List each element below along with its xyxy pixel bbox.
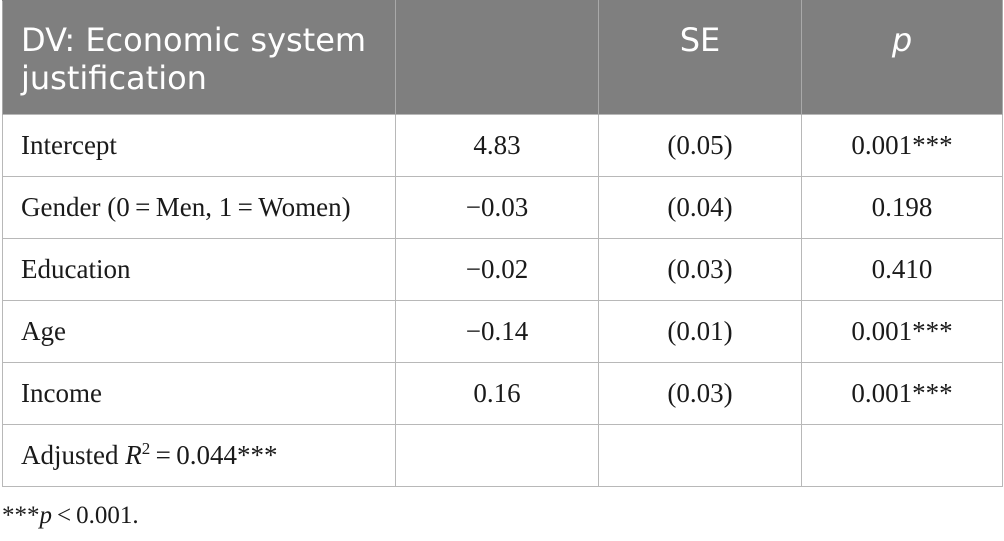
adjusted-r2-prefix: Adjusted <box>21 440 126 470</box>
row-p: 0.198 <box>801 176 1003 239</box>
empty-cell <box>801 424 1003 487</box>
row-label: Age <box>2 300 396 363</box>
row-p: 0.001*** <box>801 114 1003 177</box>
row-coefficient: −0.14 <box>395 300 599 363</box>
row-p: 0.001*** <box>801 300 1003 363</box>
row-se: (0.05) <box>598 114 802 177</box>
row-coefficient: 4.83 <box>395 114 599 177</box>
row-se: (0.03) <box>598 238 802 301</box>
empty-cell <box>395 424 599 487</box>
adjusted-r2-value: = 0.044*** <box>150 440 278 470</box>
footnote-p-variable: p <box>39 502 53 529</box>
row-coefficient: −0.02 <box>395 238 599 301</box>
row-label: Intercept <box>2 114 396 177</box>
table-row: Income 0.16 (0.03) 0.001*** <box>2 362 1003 425</box>
row-se: (0.03) <box>598 362 802 425</box>
table-row: Intercept 4.83 (0.05) 0.001*** <box>2 114 1003 177</box>
row-p: 0.001*** <box>801 362 1003 425</box>
header-coefficient <box>395 0 599 115</box>
adjusted-r2-cell: Adjusted R2 = 0.044*** <box>2 424 396 487</box>
r-superscript: 2 <box>141 439 151 458</box>
row-se: (0.04) <box>598 176 802 239</box>
table-body: Intercept 4.83 (0.05) 0.001*** Gender (0… <box>2 114 1003 487</box>
row-label: Gender (0 = Men, 1 = Women) <box>2 176 396 239</box>
header-dv: DV: Economic system justification <box>2 0 396 115</box>
table-row: Education −0.02 (0.03) 0.410 <box>2 238 1003 301</box>
r-variable: R <box>125 440 142 470</box>
table-header: DV: Economic system justification SE p <box>2 0 1003 115</box>
regression-table: DV: Economic system justification SE p I… <box>2 0 1003 487</box>
empty-cell <box>598 424 802 487</box>
row-label: Education <box>2 238 396 301</box>
table-row: Gender (0 = Men, 1 = Women) −0.03 (0.04)… <box>2 176 1003 239</box>
header-p: p <box>801 0 1003 115</box>
fit-row: Adjusted R2 = 0.044*** <box>2 424 1003 487</box>
table-row: Age −0.14 (0.01) 0.001*** <box>2 300 1003 363</box>
table-footnote: ***p < 0.001. <box>2 502 139 530</box>
footnote-threshold: < 0.001. <box>52 502 139 529</box>
header-se: SE <box>598 0 802 115</box>
row-coefficient: −0.03 <box>395 176 599 239</box>
header-row: DV: Economic system justification SE p <box>2 0 1003 115</box>
row-p: 0.410 <box>801 238 1003 301</box>
footnote-stars: *** <box>2 502 40 529</box>
row-label: Income <box>2 362 396 425</box>
row-coefficient: 0.16 <box>395 362 599 425</box>
row-se: (0.01) <box>598 300 802 363</box>
